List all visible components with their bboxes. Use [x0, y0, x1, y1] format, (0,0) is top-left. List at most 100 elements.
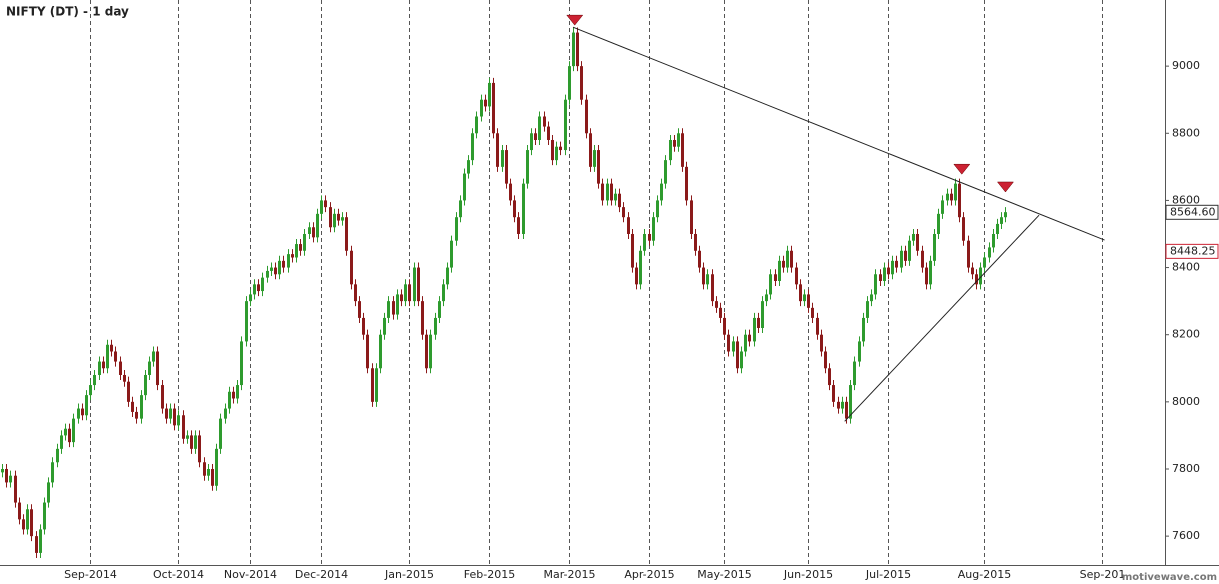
candle-body [131, 401, 134, 412]
candle-body [413, 267, 416, 302]
candle-body [576, 32, 579, 67]
trend-line [572, 26, 1105, 241]
candle-body [417, 267, 420, 302]
candle-body [530, 133, 533, 151]
candle-body [601, 183, 604, 201]
candle-body [135, 411, 138, 419]
candle-body [350, 250, 353, 285]
candle-body [358, 301, 361, 318]
candle-body [967, 240, 970, 268]
candle-body [958, 183, 961, 218]
candle-body [30, 509, 33, 537]
candle-body [85, 395, 88, 416]
candle-body [56, 448, 59, 463]
candle-body [354, 284, 357, 302]
candle-body [706, 274, 709, 285]
candle-body [895, 260, 898, 268]
candle-body [480, 99, 483, 117]
candle-body [186, 435, 189, 439]
candle-body [517, 217, 520, 234]
candle-body [631, 233, 634, 268]
candle-body [467, 160, 470, 174]
candle-body [526, 150, 529, 184]
candle-body [450, 240, 453, 268]
candle-body [585, 99, 588, 134]
candle-body [148, 361, 151, 375]
candle-body [862, 317, 865, 342]
chart-title: NIFTY (DT) - 1 day [6, 5, 129, 19]
candle-body [757, 317, 760, 328]
candle-body [106, 344, 109, 369]
candle-body [732, 341, 735, 352]
candle-body [324, 200, 327, 208]
candle-body [837, 401, 840, 409]
candle-body [89, 385, 92, 396]
candle-body [173, 408, 176, 426]
candle-body [740, 351, 743, 369]
y-tick-label: 8800 [1172, 126, 1200, 139]
candle-body [408, 284, 411, 302]
x-tick-label: May-2015 [697, 568, 752, 581]
candle-body [879, 274, 882, 281]
candle-body [681, 133, 684, 167]
candle-body [257, 284, 260, 292]
candle-body [266, 270, 269, 278]
x-tick-label: Jan-2015 [384, 568, 434, 581]
candle-body [702, 267, 705, 285]
candle-body [887, 267, 890, 275]
candle-body [156, 351, 159, 386]
y-tick-label: 8200 [1172, 328, 1200, 341]
candle-body [312, 227, 315, 238]
candle-body [77, 408, 80, 419]
candle-body [622, 207, 625, 218]
candle-body [547, 126, 550, 140]
candle-body [807, 294, 810, 308]
candle-body [975, 274, 978, 285]
candle-body [333, 213, 336, 228]
candle-body [278, 260, 281, 275]
candle-body [224, 408, 227, 419]
candle-body [660, 183, 663, 201]
candle-body [455, 217, 458, 241]
candle-body [211, 468, 214, 486]
y-tick-label: 8400 [1172, 261, 1200, 274]
candle-body [950, 193, 953, 201]
candle-body [161, 385, 164, 409]
y-tick-label: 8000 [1172, 395, 1200, 408]
candle-body [761, 301, 764, 328]
candle-body [240, 341, 243, 386]
candle-body [282, 260, 285, 268]
candle-body [790, 250, 793, 268]
candle-body [568, 66, 571, 100]
candle-body [845, 401, 848, 419]
candle-body [811, 307, 814, 318]
candle-body [488, 82, 491, 107]
candle-body [782, 260, 785, 268]
candle-body [769, 274, 772, 295]
candle-body [555, 146, 558, 161]
candle-body [677, 133, 680, 147]
x-tick-label: Apr-2015 [624, 568, 674, 581]
candle-body [748, 334, 751, 342]
candle-body [543, 116, 546, 127]
candle-body [614, 193, 617, 201]
candle-body [308, 227, 311, 234]
candle-body [320, 200, 323, 214]
candle-body [711, 274, 714, 302]
candle-body [64, 428, 67, 436]
candle-body [203, 462, 206, 476]
candle-body [421, 301, 424, 335]
x-tick-label: Dec-2014 [295, 568, 348, 581]
candle-body [316, 213, 319, 238]
candle-body [434, 317, 437, 335]
candle-body [249, 294, 252, 302]
candle-body [803, 294, 806, 302]
candle-body [597, 150, 600, 184]
candle-body [883, 267, 886, 281]
candle-body [669, 139, 672, 161]
candle-body [685, 166, 688, 201]
candle-body [98, 361, 101, 375]
candle-body [719, 307, 722, 318]
